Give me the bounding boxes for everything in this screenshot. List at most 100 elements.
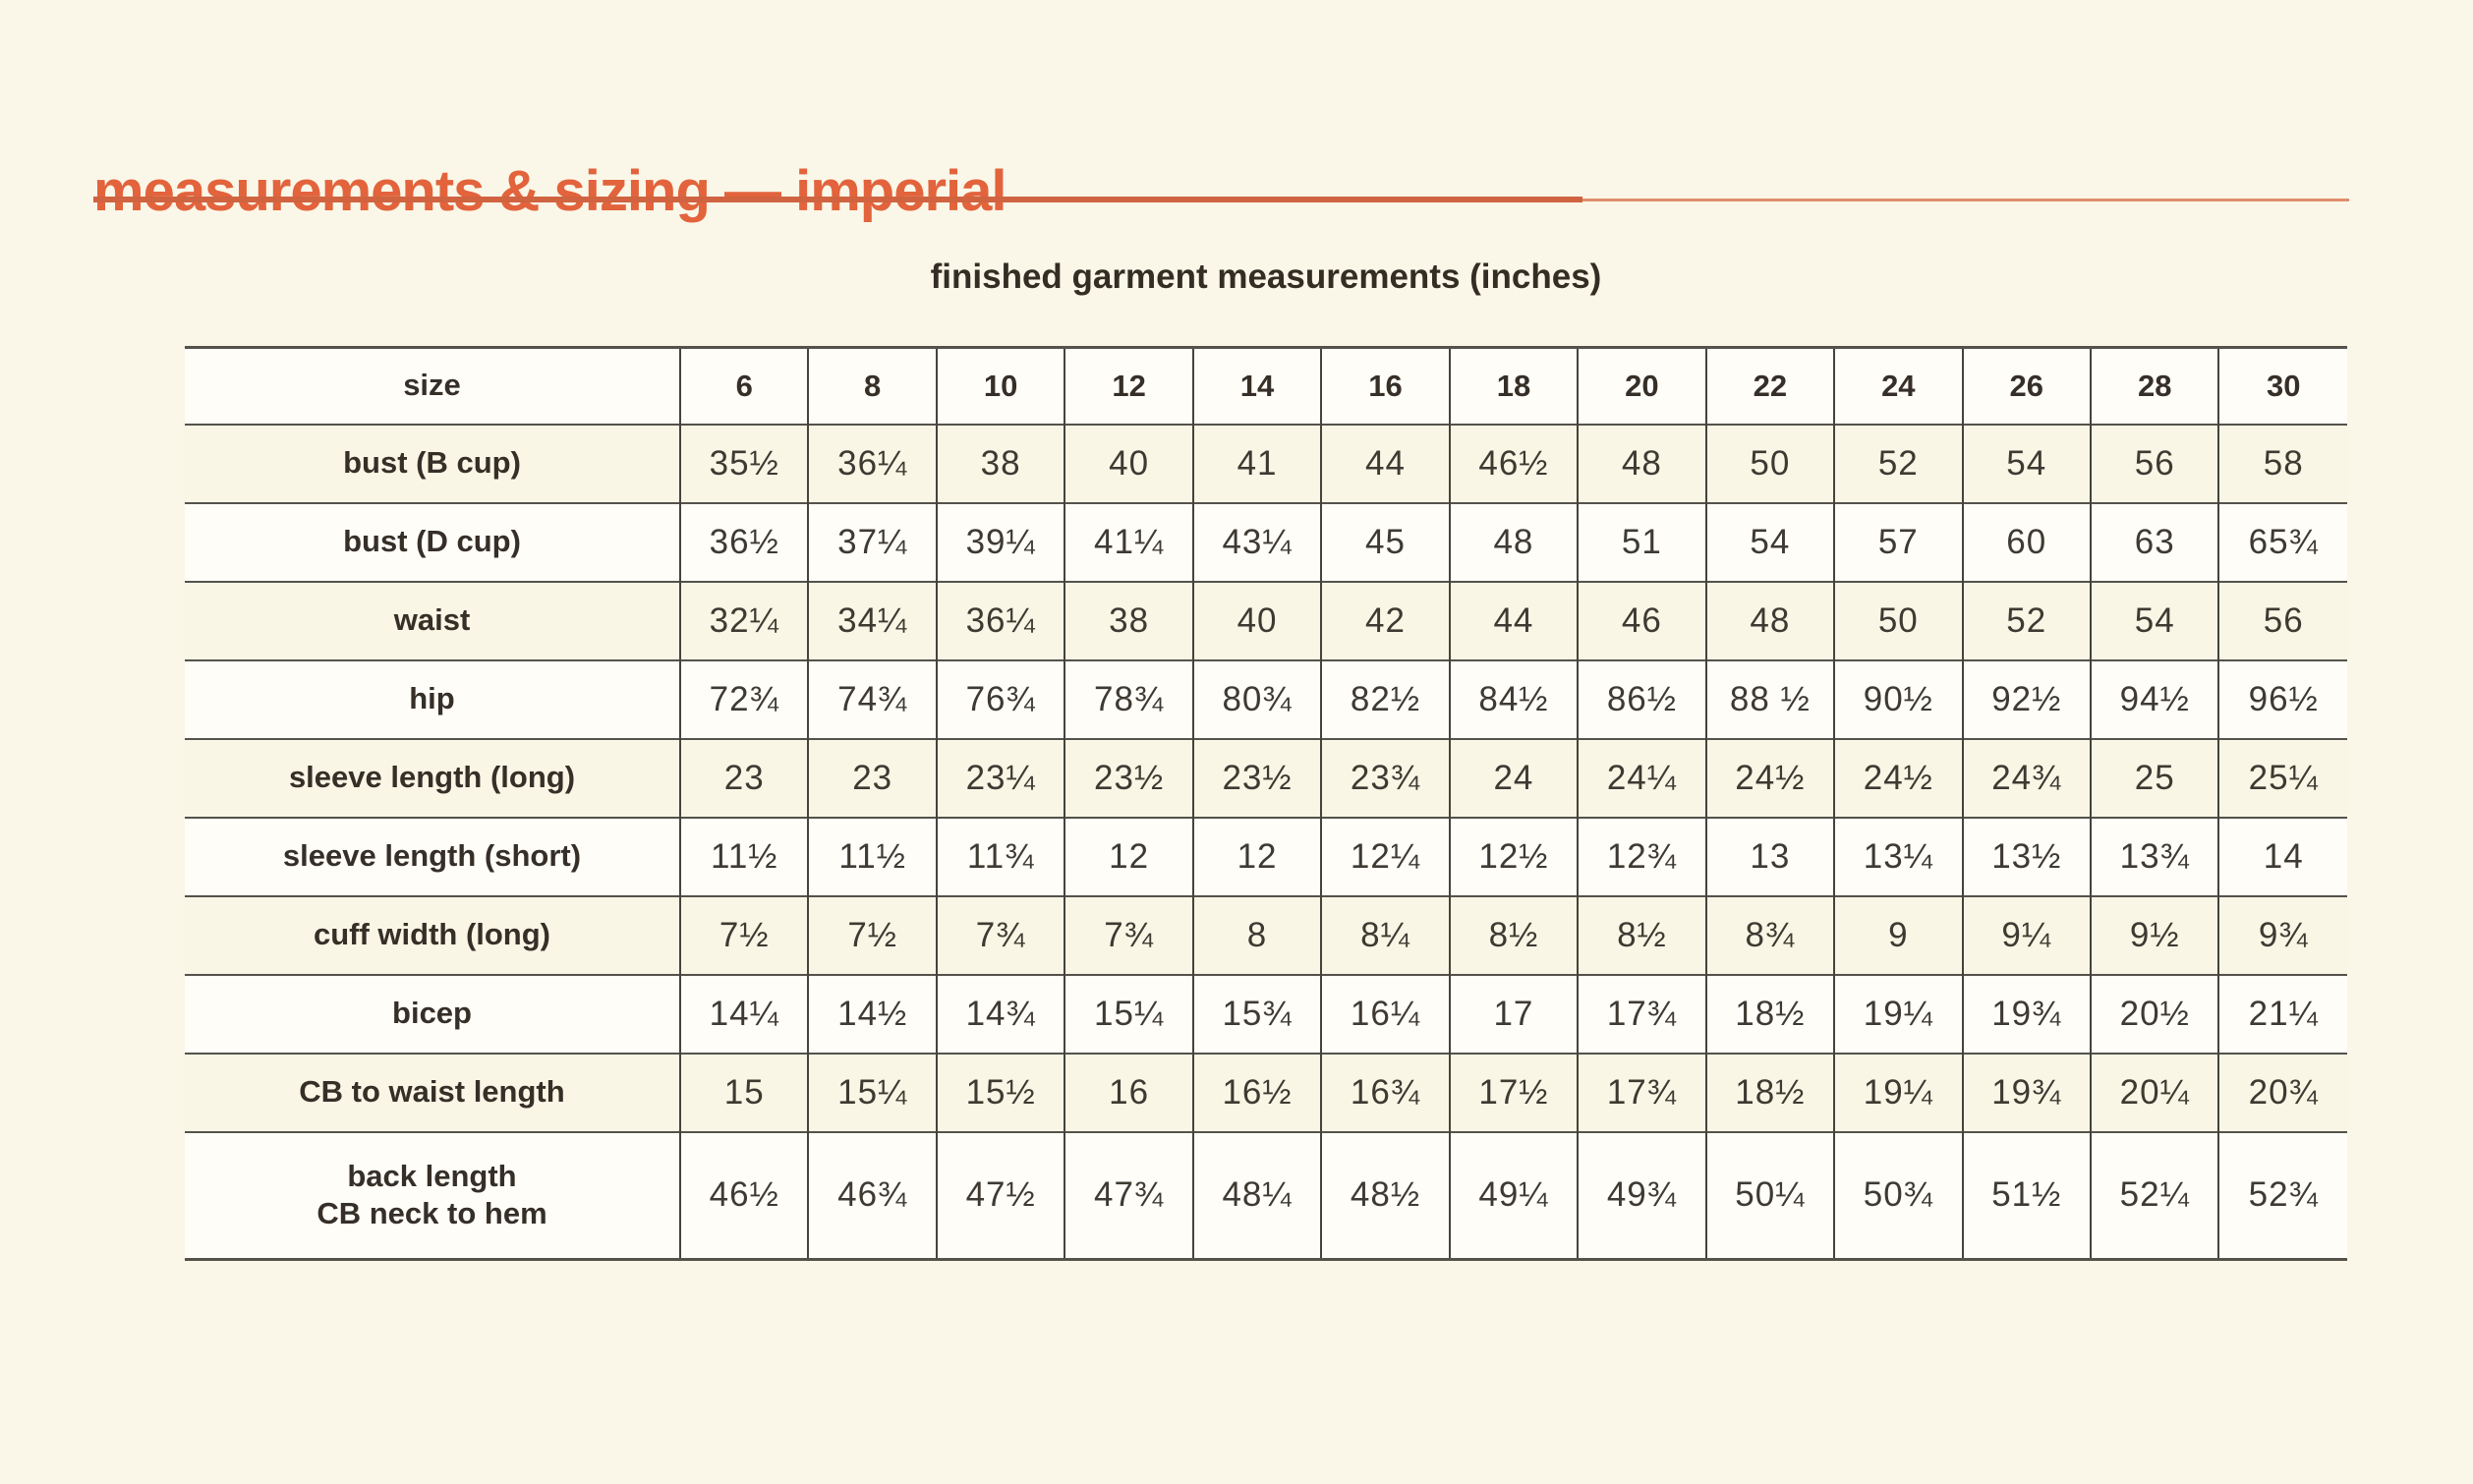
value-cell: 13¾ [2089, 816, 2219, 896]
value-cell: 39¼ [935, 501, 1065, 582]
value-cell: 84½ [1448, 658, 1579, 739]
value-cell: 18½ [1704, 973, 1835, 1054]
value-cell: 20¼ [2089, 1052, 2219, 1132]
size-column-header: 14 [1191, 346, 1322, 425]
row-label: hip [185, 658, 680, 739]
value-cell: 96½ [2217, 658, 2347, 739]
value-cell: 50 [1833, 580, 1963, 660]
value-cell: 54 [2089, 580, 2219, 660]
value-cell: 12¾ [1577, 816, 1706, 896]
value-cell: 9¼ [1961, 894, 2091, 975]
value-cell: 18½ [1704, 1052, 1835, 1132]
value-cell: 8 [1191, 894, 1322, 975]
value-cell: 15¾ [1191, 973, 1322, 1054]
value-cell: 58 [2217, 423, 2347, 503]
value-cell: 78¾ [1064, 658, 1193, 739]
table-row: sleeve length (short) 11½ 11½ 11¾ 12 12 … [185, 816, 2347, 896]
value-cell: 50¾ [1833, 1130, 1963, 1260]
value-cell: 36¼ [935, 580, 1065, 660]
value-cell: 14¼ [678, 973, 809, 1054]
value-cell: 51½ [1961, 1130, 2091, 1260]
value-cell: 48¼ [1191, 1130, 1322, 1260]
value-cell: 17¾ [1577, 973, 1706, 1054]
value-cell: 16 [1064, 1052, 1193, 1132]
value-cell: 74¾ [807, 658, 937, 739]
value-cell: 47½ [935, 1130, 1065, 1260]
value-cell: 19¼ [1833, 1052, 1963, 1132]
value-cell: 24½ [1704, 737, 1835, 818]
page-title: measurements & sizing — imperial [93, 158, 1007, 223]
size-column-header: 22 [1704, 346, 1835, 425]
table-row: cuff width (long) 7½ 7½ 7¾ 7¾ 8 8¼ 8½ 8½… [185, 894, 2347, 975]
size-column-header: 24 [1833, 346, 1963, 425]
value-cell: 90½ [1833, 658, 1963, 739]
table-row: CB to waist length 15 15¼ 15½ 16 16½ 16¾… [185, 1052, 2347, 1132]
value-cell: 82½ [1320, 658, 1450, 739]
value-cell: 13¼ [1833, 816, 1963, 896]
size-column-header: 28 [2089, 346, 2219, 425]
value-cell: 12 [1191, 816, 1322, 896]
value-cell: 15½ [935, 1052, 1065, 1132]
value-cell: 41 [1191, 423, 1322, 503]
value-cell: 8¼ [1320, 894, 1450, 975]
value-cell: 40 [1191, 580, 1322, 660]
value-cell: 94½ [2089, 658, 2219, 739]
value-cell: 54 [1961, 423, 2091, 503]
value-cell: 36½ [678, 501, 809, 582]
value-cell: 72¾ [678, 658, 809, 739]
value-cell: 52 [1961, 580, 2091, 660]
value-cell: 54 [1704, 501, 1835, 582]
value-cell: 37¼ [807, 501, 937, 582]
value-cell: 52¼ [2089, 1130, 2219, 1260]
value-cell: 17 [1448, 973, 1579, 1054]
value-cell: 65¾ [2217, 501, 2347, 582]
size-column-header: 6 [678, 346, 809, 425]
value-cell: 13 [1704, 816, 1835, 896]
value-cell: 7¾ [935, 894, 1065, 975]
value-cell: 13½ [1961, 816, 2091, 896]
value-cell: 14½ [807, 973, 937, 1054]
value-cell: 56 [2089, 423, 2219, 503]
value-cell: 52 [1833, 423, 1963, 503]
value-cell: 9½ [2089, 894, 2219, 975]
value-cell: 46½ [678, 1130, 809, 1260]
table-row: waist 32¼ 34¼ 36¼ 38 40 42 44 46 48 50 5… [185, 580, 2347, 660]
value-cell: 86½ [1577, 658, 1706, 739]
value-cell: 44 [1320, 423, 1450, 503]
table-row: back length CB neck to hem 46½ 46¾ 47½ 4… [185, 1130, 2347, 1260]
value-cell: 38 [1064, 580, 1193, 660]
table-row: sleeve length (long) 23 23 23¼ 23½ 23½ 2… [185, 737, 2347, 818]
value-cell: 19¾ [1961, 973, 2091, 1054]
size-column-header: 10 [935, 346, 1065, 425]
corner-label: size [185, 346, 680, 425]
value-cell: 16¼ [1320, 973, 1450, 1054]
value-cell: 45 [1320, 501, 1450, 582]
value-cell: 50¼ [1704, 1130, 1835, 1260]
value-cell: 63 [2089, 501, 2219, 582]
row-label: CB to waist length [185, 1052, 680, 1132]
size-column-header: 8 [807, 346, 937, 425]
value-cell: 46¾ [807, 1130, 937, 1260]
value-cell: 14 [2217, 816, 2347, 896]
value-cell: 16½ [1191, 1052, 1322, 1132]
value-cell: 9¾ [2217, 894, 2347, 975]
row-label: waist [185, 580, 680, 660]
value-cell: 19¼ [1833, 973, 1963, 1054]
value-cell: 24¼ [1577, 737, 1706, 818]
value-cell: 23 [678, 737, 809, 818]
value-cell: 8½ [1448, 894, 1579, 975]
value-cell: 12½ [1448, 816, 1579, 896]
table-row: bust (D cup) 36½ 37¼ 39¼ 41¼ 43¼ 45 48 5… [185, 501, 2347, 582]
value-cell: 35½ [678, 423, 809, 503]
value-cell: 12¼ [1320, 816, 1450, 896]
value-cell: 32¼ [678, 580, 809, 660]
title-underline-rule [93, 197, 2349, 202]
row-label: bust (B cup) [185, 423, 680, 503]
value-cell: 48 [1577, 423, 1706, 503]
value-cell: 24¾ [1961, 737, 2091, 818]
rule-segment-light [1582, 198, 2349, 201]
value-cell: 60 [1961, 501, 2091, 582]
table-row: hip 72¾ 74¾ 76¾ 78¾ 80¾ 82½ 84½ 86½ 88 ½… [185, 658, 2347, 739]
value-cell: 23¾ [1320, 737, 1450, 818]
value-cell: 49¼ [1448, 1130, 1579, 1260]
